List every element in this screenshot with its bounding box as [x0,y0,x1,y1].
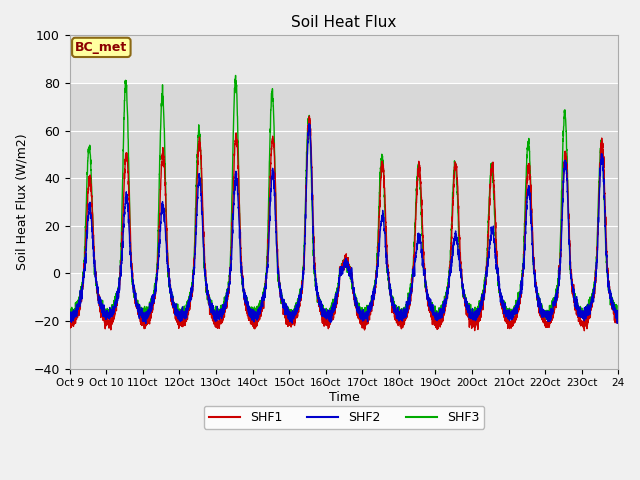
Line: SHF2: SHF2 [70,124,618,324]
SHF3 [614,314,621,320]
Line: SHF1: SHF1 [70,116,618,331]
SHF3 [325,319,333,324]
SHF3 [467,311,475,317]
SHF3 [164,274,172,280]
SHF3 [614,312,622,317]
Text: BC_met: BC_met [76,41,127,54]
SHF2 [467,313,475,319]
Legend: SHF1, SHF2, SHF3: SHF1, SHF2, SHF3 [204,406,484,429]
SHF2 [324,310,332,316]
Bar [70,83,618,273]
SHF3 [499,297,506,302]
SHF2 [614,316,621,322]
SHF1 [305,113,313,119]
SHF2 [66,312,74,318]
SHF2 [305,121,313,127]
SHF2 [437,306,445,312]
SHF1 [324,316,332,322]
SHF2 [499,298,506,303]
SHF1 [164,262,172,267]
SHF3 [324,310,332,315]
SHF3 [232,72,239,78]
SHF1 [614,313,621,319]
SHF3 [437,310,445,316]
SHF2 [164,269,172,275]
X-axis label: Time: Time [328,391,360,404]
SHF1 [499,300,506,306]
SHF2 [614,310,622,315]
SHF3 [66,314,74,320]
SHF1 [436,315,444,321]
SHF1 [580,328,588,334]
SHF1 [66,323,74,329]
SHF1 [467,317,475,323]
Y-axis label: Soil Heat Flux (W/m2): Soil Heat Flux (W/m2) [15,133,28,270]
SHF1 [614,317,622,323]
SHF2 [142,321,150,326]
Line: SHF3: SHF3 [70,75,618,322]
Title: Soil Heat Flux: Soil Heat Flux [291,15,397,30]
